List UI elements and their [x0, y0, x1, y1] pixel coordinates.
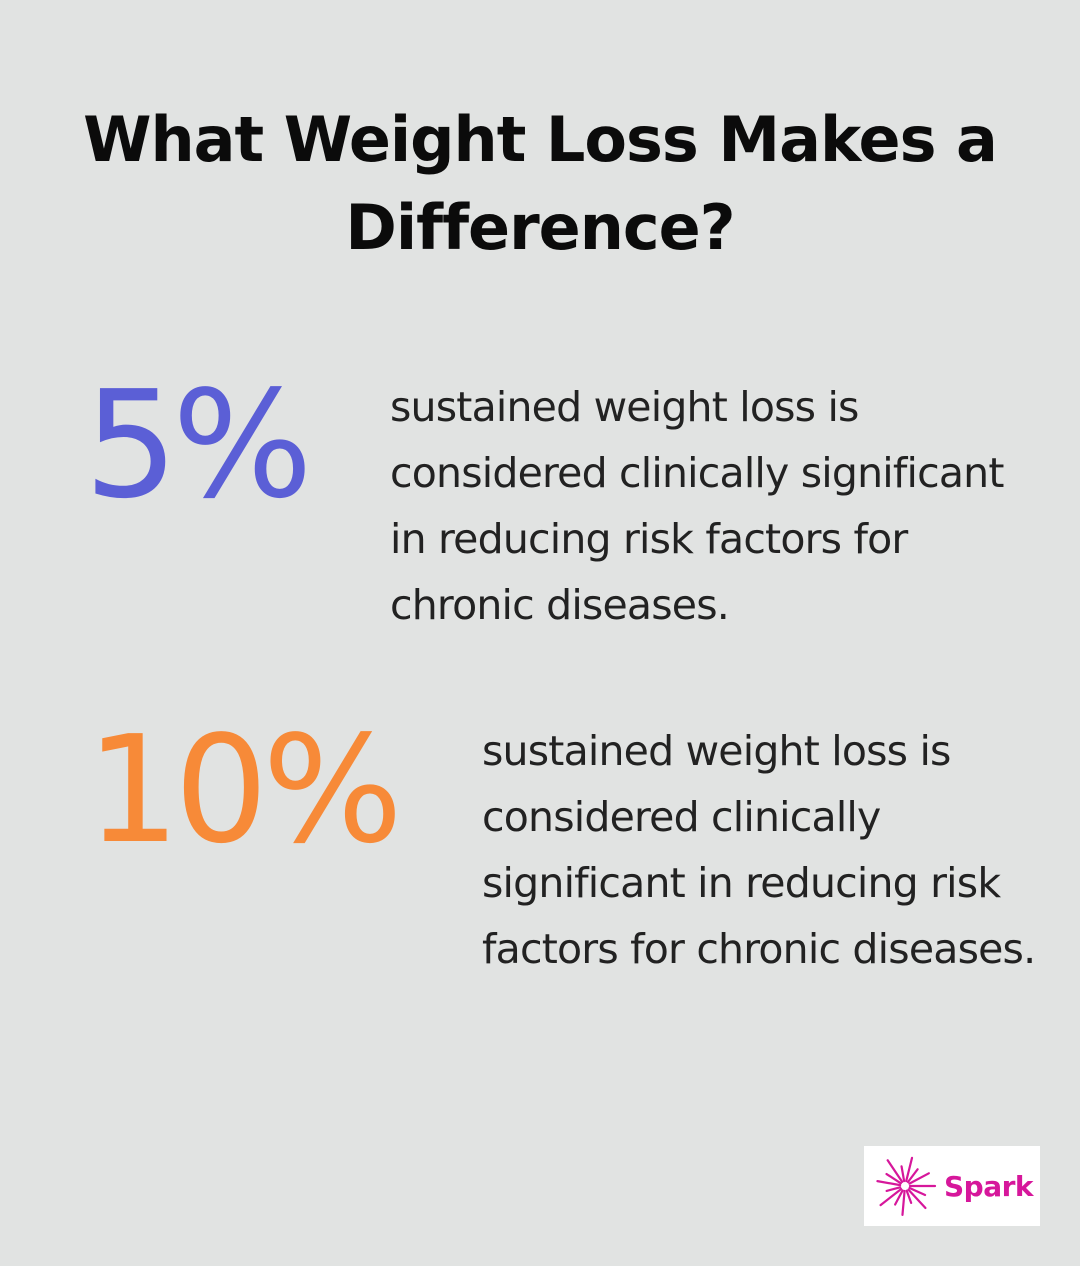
spark-ray — [905, 1156, 914, 1183]
spark-ray — [908, 1186, 927, 1197]
spark-ray — [894, 1189, 904, 1206]
stat-value: 5% — [84, 359, 313, 531]
spark-ray — [885, 1172, 902, 1185]
spark-ray — [876, 1180, 902, 1187]
spark-burst-icon — [876, 1156, 937, 1216]
stat-value: 10% — [86, 704, 403, 876]
page-title: What Weight Loss Makes a Difference? — [83, 103, 998, 264]
stat-description: sustained weight loss is considered clin… — [390, 383, 1004, 629]
brand-logo: Spark — [864, 1146, 1040, 1226]
spark-ray — [900, 1165, 906, 1183]
spark-ray — [885, 1186, 902, 1193]
spark-ray — [879, 1187, 903, 1207]
brand-logo-text: Spark — [944, 1169, 1034, 1203]
spark-ray — [906, 1168, 919, 1184]
spark-ray — [901, 1189, 906, 1216]
spark-ray — [908, 1172, 930, 1185]
spark-ray — [907, 1188, 927, 1210]
stat-description: sustained weight loss is considered clin… — [482, 727, 1036, 973]
spark-ray — [886, 1159, 904, 1183]
spark-ray — [905, 1189, 913, 1205]
